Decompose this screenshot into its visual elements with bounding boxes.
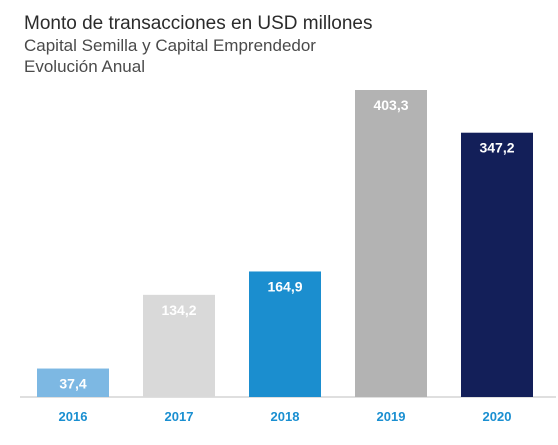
bar-2017 bbox=[143, 294, 215, 397]
x-tick-label-2019: 2019 bbox=[377, 409, 406, 424]
chart-titles: Monto de transacciones en USD millones C… bbox=[24, 12, 373, 77]
bar-value-label-2019: 403,3 bbox=[373, 97, 408, 113]
bar-value-label-2016: 37,4 bbox=[59, 376, 86, 392]
chart-subtitle-line-2: Evolución Anual bbox=[24, 57, 145, 76]
x-axis-ticks: 2016 2017 2018 2019 2020 bbox=[59, 409, 512, 424]
chart-subtitle-line-1: Capital Semilla y Capital Emprendedor bbox=[24, 36, 316, 55]
chart-title: Monto de transacciones en USD millones bbox=[24, 13, 373, 34]
bar-value-label-2018: 164,9 bbox=[267, 278, 302, 294]
bar-value-label-2020: 347,2 bbox=[479, 140, 514, 156]
x-tick-label-2020: 2020 bbox=[483, 409, 512, 424]
x-tick-label-2018: 2018 bbox=[271, 409, 300, 424]
bar-2018 bbox=[249, 271, 321, 397]
bar-2019 bbox=[355, 90, 427, 397]
x-tick-label-2017: 2017 bbox=[165, 409, 194, 424]
bar-2016 bbox=[37, 368, 109, 397]
bars-group: 37,4 134,2 164,9 403,3 347,2 bbox=[37, 90, 533, 397]
bar-value-label-2017: 134,2 bbox=[161, 302, 196, 318]
x-tick-label-2016: 2016 bbox=[59, 409, 88, 424]
bar-2020 bbox=[461, 132, 533, 397]
